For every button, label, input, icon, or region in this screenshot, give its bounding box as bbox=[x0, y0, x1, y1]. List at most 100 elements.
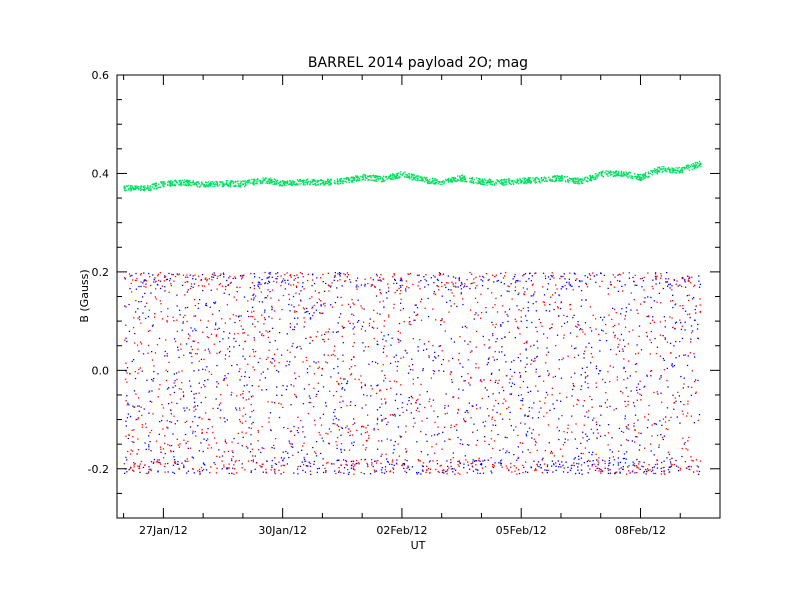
data-point bbox=[494, 184, 496, 186]
data-point bbox=[447, 469, 449, 471]
data-point bbox=[342, 459, 345, 461]
data-point bbox=[299, 465, 302, 467]
data-point bbox=[125, 425, 127, 427]
data-point bbox=[644, 297, 646, 299]
data-point bbox=[434, 276, 436, 278]
data-point bbox=[466, 327, 468, 329]
data-point bbox=[447, 288, 450, 291]
data-point bbox=[391, 463, 393, 466]
data-point bbox=[549, 452, 552, 454]
data-point bbox=[198, 183, 200, 185]
data-point bbox=[142, 282, 144, 284]
data-point bbox=[417, 285, 419, 287]
data-point bbox=[129, 275, 131, 277]
data-point bbox=[235, 409, 238, 411]
data-point bbox=[501, 386, 504, 388]
data-point bbox=[617, 173, 619, 175]
data-point bbox=[438, 370, 440, 372]
data-point bbox=[489, 183, 492, 185]
data-point bbox=[552, 471, 554, 473]
data-point bbox=[683, 278, 686, 281]
data-point bbox=[403, 176, 406, 178]
data-point bbox=[585, 283, 588, 285]
data-point bbox=[373, 428, 375, 430]
data-point bbox=[435, 319, 437, 321]
data-point bbox=[162, 448, 165, 450]
data-point bbox=[551, 465, 553, 467]
data-point bbox=[620, 390, 622, 393]
data-point bbox=[564, 180, 567, 182]
data-point bbox=[133, 317, 135, 319]
data-point bbox=[553, 407, 555, 410]
data-point bbox=[579, 281, 581, 283]
data-point bbox=[195, 392, 197, 395]
data-point bbox=[505, 452, 507, 454]
data-point bbox=[544, 275, 547, 277]
data-point bbox=[522, 398, 524, 400]
data-point bbox=[322, 281, 324, 283]
data-point bbox=[488, 443, 490, 446]
data-point bbox=[374, 460, 376, 462]
data-point bbox=[693, 296, 695, 299]
data-point bbox=[174, 340, 177, 343]
data-point bbox=[605, 340, 608, 342]
data-point bbox=[624, 371, 627, 373]
data-point bbox=[697, 166, 699, 168]
data-point bbox=[609, 449, 611, 451]
data-point bbox=[628, 175, 630, 177]
data-point bbox=[635, 465, 638, 467]
data-point bbox=[363, 394, 365, 396]
data-point bbox=[394, 279, 396, 281]
data-point bbox=[338, 419, 340, 421]
data-point bbox=[657, 169, 659, 171]
data-point bbox=[572, 289, 574, 291]
data-point bbox=[448, 467, 450, 469]
data-point bbox=[324, 305, 326, 307]
data-point bbox=[253, 339, 256, 341]
data-point bbox=[573, 272, 575, 274]
data-point bbox=[160, 311, 162, 313]
data-point bbox=[632, 464, 634, 466]
data-point bbox=[588, 273, 591, 275]
data-point bbox=[309, 462, 311, 464]
series-magnitude bbox=[123, 160, 702, 192]
data-point bbox=[173, 391, 176, 394]
data-point bbox=[253, 293, 255, 295]
data-point bbox=[428, 340, 430, 343]
data-point bbox=[546, 464, 549, 466]
data-point bbox=[623, 175, 625, 177]
data-point bbox=[289, 275, 291, 277]
data-point bbox=[154, 281, 157, 283]
data-point bbox=[283, 180, 285, 183]
data-point bbox=[514, 470, 516, 472]
data-point bbox=[456, 429, 458, 431]
data-point bbox=[385, 401, 387, 403]
data-point bbox=[298, 375, 300, 378]
data-point bbox=[326, 362, 329, 364]
data-point bbox=[573, 314, 575, 316]
data-point bbox=[443, 181, 446, 183]
data-point bbox=[367, 175, 369, 177]
data-point bbox=[145, 283, 147, 285]
data-point bbox=[544, 177, 547, 180]
data-point bbox=[408, 178, 411, 180]
data-point bbox=[629, 375, 631, 377]
data-point bbox=[410, 395, 412, 398]
data-point bbox=[292, 184, 294, 186]
data-point bbox=[392, 174, 395, 176]
data-point bbox=[321, 334, 323, 336]
data-point bbox=[619, 274, 622, 276]
data-point bbox=[342, 182, 344, 185]
data-point bbox=[407, 465, 409, 467]
data-point bbox=[595, 173, 597, 175]
data-point bbox=[606, 174, 608, 176]
data-point bbox=[606, 406, 608, 408]
data-point bbox=[354, 404, 356, 407]
data-point bbox=[190, 285, 192, 287]
data-point bbox=[517, 456, 520, 459]
data-point bbox=[557, 460, 559, 462]
data-point bbox=[421, 298, 423, 300]
data-point bbox=[660, 392, 662, 394]
data-point bbox=[508, 179, 511, 182]
data-point bbox=[656, 301, 658, 303]
